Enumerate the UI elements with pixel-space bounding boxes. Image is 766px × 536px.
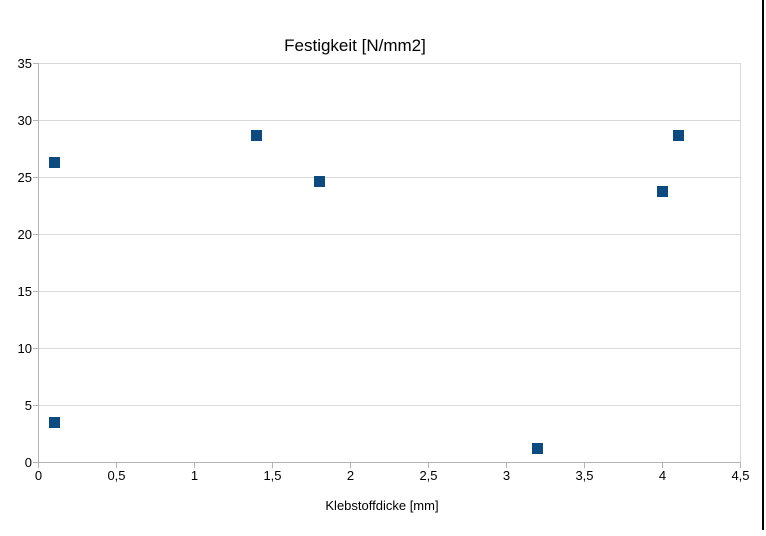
y-axis-tick [32, 176, 39, 178]
y-axis-tick [32, 233, 39, 235]
y-tick-label: 20 [17, 226, 32, 242]
y-tick-label: 10 [17, 340, 32, 356]
chart-title: Festigkeit [N/mm2] [284, 36, 426, 55]
data-point-marker [251, 130, 263, 142]
y-gridline [38, 233, 741, 235]
x-tick-label: 1,5 [263, 468, 282, 483]
y-tick-label: 15 [17, 283, 32, 299]
x-axis-tick [350, 463, 351, 468]
x-axis-tick [740, 463, 741, 468]
x-tick-label: 3,5 [575, 468, 594, 483]
y-axis-tick [32, 62, 39, 64]
x-axis-tick [116, 463, 117, 468]
y-gridline [38, 119, 741, 121]
plot-right-border [739, 63, 741, 462]
x-axis-tick [38, 463, 39, 468]
y-tick-label: 30 [17, 112, 32, 128]
x-axis-title: Klebstoffdicke [mm] [325, 498, 439, 513]
y-tick-label: 0 [24, 454, 32, 470]
x-tick-label: 4 [658, 468, 667, 483]
y-axis-tick [32, 347, 39, 349]
x-tick-label: 2 [346, 468, 355, 483]
y-gridline [38, 62, 741, 64]
x-axis-tick [272, 463, 273, 468]
x-tick-label: 1 [190, 468, 199, 483]
data-point-marker [48, 156, 60, 168]
data-point-marker [313, 176, 325, 188]
window-right-edge [762, 0, 764, 530]
x-axis-tick [506, 463, 507, 468]
x-tick-label: 0 [34, 468, 43, 483]
data-point-marker [532, 442, 544, 454]
y-axis-tick [32, 119, 39, 121]
y-gridline [38, 176, 741, 178]
x-tick-label: 0,5 [107, 468, 126, 483]
x-tick-label: 3 [502, 468, 511, 483]
y-tick-label: 35 [17, 55, 32, 71]
y-gridline [38, 347, 741, 349]
x-axis-tick [662, 463, 663, 468]
x-axis-tick [584, 463, 585, 468]
data-point-marker [657, 186, 668, 198]
data-point-marker [672, 130, 684, 142]
y-axis-tick [32, 404, 39, 406]
x-axis-tick [428, 463, 429, 468]
x-tick-label: 4,5 [731, 468, 750, 483]
x-axis-tick [194, 463, 195, 468]
y-tick-label: 5 [24, 397, 32, 413]
x-tick-label: 2,5 [419, 468, 438, 483]
y-gridline [38, 404, 741, 406]
y-gridline [38, 290, 741, 292]
data-point-marker [48, 416, 60, 428]
x-axis-line [38, 462, 741, 463]
y-axis-tick [32, 461, 39, 463]
y-axis-line [38, 63, 39, 463]
y-tick-label: 25 [17, 169, 32, 185]
y-axis-tick [32, 290, 39, 292]
